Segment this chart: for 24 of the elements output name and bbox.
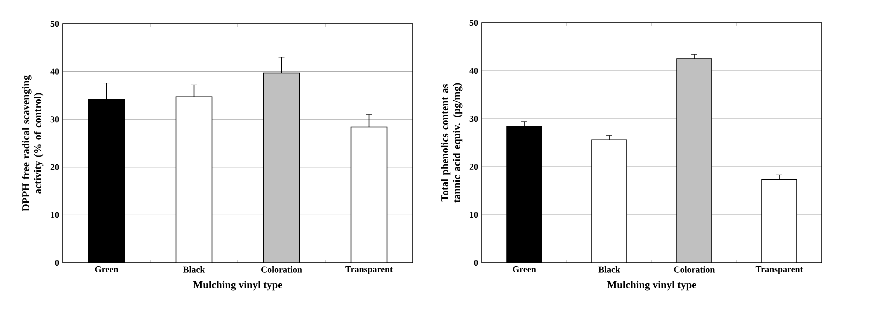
x-tick-label: Green xyxy=(95,266,119,273)
y-tick-label: 30 xyxy=(470,116,478,122)
y-axis-title: DPPH free radical scavenging activity (% of control) xyxy=(22,75,44,212)
y-tick-label: 20 xyxy=(50,164,60,170)
y-tick-label: 40 xyxy=(50,68,60,75)
x-axis-title: Mulching vinyl type xyxy=(193,281,282,291)
y-tick-label: 50 xyxy=(50,20,60,28)
y-tick-label: 40 xyxy=(470,68,478,74)
x-tick-label: Transparent xyxy=(346,266,393,274)
x-tick-label: Coloration xyxy=(262,266,302,273)
y-tick-label: 30 xyxy=(50,116,60,123)
y-tick-label: 0 xyxy=(474,260,478,266)
y-tick-label: 50 xyxy=(470,20,478,26)
x-axis-title: Mulching vinyl type xyxy=(607,281,696,291)
y-axis-title: Total phenolics content as tannic acid equiv. (μg/mg) xyxy=(441,83,463,203)
x-tick-label: Coloration xyxy=(674,266,716,273)
y-tick-label: 20 xyxy=(470,164,478,170)
y-tick-label: 0 xyxy=(55,260,60,266)
x-tick-label: Transparent xyxy=(756,266,804,274)
x-tick-label: Black xyxy=(598,266,620,273)
y-tick-label: 10 xyxy=(470,212,478,218)
y-tick-label: 10 xyxy=(51,212,60,218)
x-tick-label: Green xyxy=(513,266,536,273)
x-tick-label: Black xyxy=(183,266,206,273)
